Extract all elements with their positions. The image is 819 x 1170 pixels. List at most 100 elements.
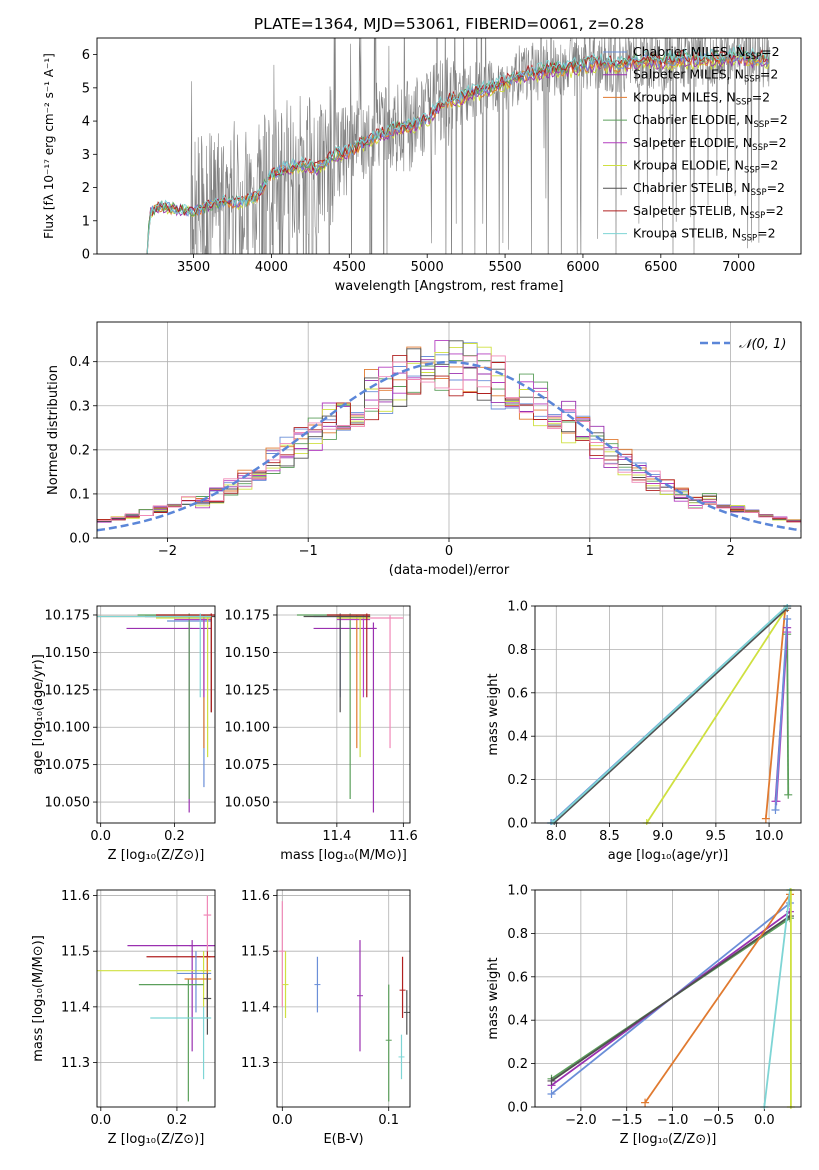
- legend-label: Kroupa MILES, NSSP=2: [633, 89, 770, 107]
- x-axis-label: Z [log₁₀(Z/Z⊙)]: [108, 848, 205, 863]
- x-tick-label: 0.2: [167, 1113, 188, 1128]
- x-tick-label: 2: [726, 544, 734, 559]
- spectrum-lines: [146, 38, 770, 254]
- x-axis-label: E(B-V): [323, 1132, 363, 1147]
- x-axis-label: mass [log₁₀(M/M⊙)]: [280, 848, 407, 863]
- weight-line: [644, 893, 791, 1104]
- x-tick-label: 4000: [255, 260, 288, 275]
- y-tick-label: 10.050: [225, 796, 271, 811]
- y-tick-label: 0.2: [507, 1057, 528, 1072]
- x-tick-label: 0.0: [754, 1113, 775, 1128]
- y-axis-label: mass [log₁₀(M/M⊙)]: [31, 935, 46, 1062]
- legend-label: Kroupa ELODIE, NSSP=2: [633, 158, 778, 176]
- weight-marker: [771, 805, 780, 814]
- y-tick-label: 0.0: [507, 817, 528, 832]
- x-axis-label: Z [log₁₀(Z/Z⊙)]: [620, 1132, 717, 1147]
- weight-line: [553, 607, 788, 824]
- residuals-frame: [96, 321, 802, 539]
- weight-line: [786, 634, 790, 795]
- x-tick-label: 9.5: [706, 829, 727, 844]
- x-tick-label: 0.0: [90, 829, 111, 844]
- x-axis-label: (data-model)/error: [389, 563, 510, 578]
- x-tick-label: 0.1: [378, 1113, 399, 1128]
- y-axis-label: mass weight: [486, 673, 501, 755]
- model-spectrum-kroupa-stelib: [146, 43, 770, 254]
- axes-age_vs_Z: 0.0 0.2 10.050 10.075 10.100 10.125 10.150 10.1…: [31, 606, 215, 863]
- massweight-vs-age-lines: [546, 604, 793, 825]
- y-tick-label: 0.1: [69, 487, 90, 502]
- weight-marker: [547, 1076, 556, 1085]
- y-tick-label: 11.6: [61, 889, 90, 904]
- x-tick-label: 8.0: [546, 829, 567, 844]
- axes-mass_vs_Z: 0.0 0.2 11.3 11.4 11.5 11.6 Z [log₁₀(Z/Z⊙)] mas…: [31, 889, 215, 1147]
- x-tick-label: 11.4: [322, 829, 351, 844]
- age-vs-Z-points: [97, 613, 215, 813]
- y-tick-label: 3: [82, 148, 90, 163]
- y-tick-label: 0.6: [507, 970, 528, 985]
- residual-histograms: [97, 340, 801, 532]
- normal-curve: [97, 360, 801, 532]
- y-tick-label: 11.5: [61, 945, 90, 960]
- y-tick-label: 11.4: [241, 1000, 270, 1015]
- legend-label: Salpeter ELODIE, NSSP=2: [633, 135, 787, 153]
- y-tick-label: 10.050: [45, 796, 91, 811]
- legend-label: 𝒩(0, 1): [739, 337, 786, 352]
- y-tick-label: 0.2: [507, 773, 528, 788]
- y-tick-label: 0: [82, 248, 90, 263]
- y-tick-label: 0.8: [507, 927, 528, 942]
- legend-label: Salpeter STELIB, NSSP=2: [633, 203, 784, 221]
- mass-vs-ebv-points: [279, 901, 410, 1102]
- y-tick-label: 0.8: [507, 643, 528, 658]
- y-tick-label: 10.150: [45, 646, 91, 661]
- age-vs-Z-frame: [96, 605, 216, 824]
- y-tick-label: 11.3: [241, 1056, 270, 1071]
- massweight-vs-Z-lines: [547, 888, 795, 1109]
- mass-vs-Z-frame: [96, 889, 216, 1108]
- y-tick-label: 0.0: [507, 1101, 528, 1116]
- y-axis-label: Flux [fλ 10⁻¹⁷ erg cm⁻² s⁻¹ A⁻¹]: [42, 53, 56, 239]
- model-spectrum-kroupa-miles: [146, 54, 770, 254]
- age-vs-mass-points: [296, 613, 404, 813]
- y-axis-label: mass weight: [486, 957, 501, 1039]
- spectrum-frame: [96, 37, 802, 255]
- x-tick-label: 3500: [177, 260, 210, 275]
- y-tick-label: 10.100: [45, 721, 91, 736]
- y-tick-label: 0.3: [69, 399, 90, 414]
- axes-spectrum: 3500 4000 4500 5000 5500 6000 6500 7000 0 1 2 3 4 5 6 w…: [42, 48, 755, 294]
- x-tick-label: 4500: [333, 260, 366, 275]
- massweight-vs-age-frame: [534, 605, 802, 824]
- mass-vs-ebv-frame: [276, 889, 411, 1108]
- x-axis-label: Z [log₁₀(Z/Z⊙)]: [108, 1132, 205, 1147]
- legend-label: Kroupa STELIB, NSSP=2: [633, 226, 776, 244]
- x-tick-label: 10.0: [755, 829, 784, 844]
- weight-marker: [641, 1098, 650, 1107]
- x-tick-label: −1.5: [611, 1113, 643, 1128]
- x-tick-label: 0.0: [90, 1113, 111, 1128]
- weight-line: [551, 605, 788, 824]
- y-tick-label: 10.100: [225, 721, 271, 736]
- x-tick-label: 6000: [566, 260, 599, 275]
- axes-massweight_vs_Z: −2.0 −1.5 −1.0 −0.5 0.0 0.0 0.2 0.4 0.6 0.8 1.0 Z […: [486, 884, 801, 1147]
- figure-title: PLATE=1364, MJD=53061, FIBERID=0061, z=0…: [254, 15, 644, 33]
- weight-marker: [547, 1089, 556, 1098]
- y-tick-label: 0.4: [69, 355, 90, 370]
- x-tick-label: 8.5: [599, 829, 620, 844]
- y-tick-label: 11.4: [61, 1000, 90, 1015]
- x-tick-label: 0.0: [272, 1113, 293, 1128]
- y-tick-label: 1.0: [507, 600, 528, 615]
- x-axis-label: wavelength [Angstrom, rest frame]: [335, 279, 564, 294]
- legend-label: Chabrier ELODIE, NSSP=2: [633, 112, 788, 130]
- x-tick-label: 0: [445, 544, 453, 559]
- x-tick-label: 0.2: [164, 829, 185, 844]
- weight-marker: [785, 899, 794, 908]
- axes-residuals: −2 −1 0 1 2 0.0 0.1 0.2 0.3 0.4 (data-model)/error…: [46, 322, 801, 578]
- x-tick-label: 1: [586, 544, 594, 559]
- y-tick-label: 11.5: [241, 945, 270, 960]
- x-axis-label: age [log₁₀(age/yr)]: [608, 848, 729, 863]
- y-tick-label: 0.4: [507, 730, 528, 745]
- spectrum-legend: Chabrier MILES, NSSP=2 Salpeter MILES, NS…: [603, 44, 788, 244]
- axes-mass_vs_ebv: 0.0 0.1 11.3 11.4 11.5 11.6 E(B-V): [241, 889, 410, 1147]
- y-tick-label: 0.6: [507, 686, 528, 701]
- y-tick-label: 1.0: [507, 884, 528, 899]
